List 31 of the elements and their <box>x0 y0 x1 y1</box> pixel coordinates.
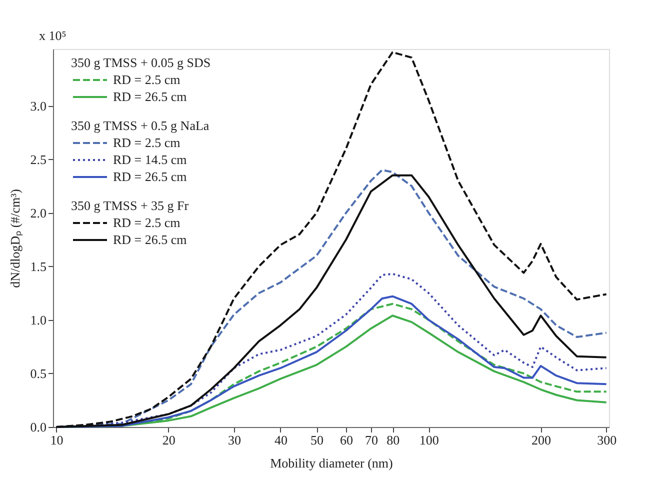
x-tick-label: 60 <box>340 432 354 448</box>
x-tick-label: 300 <box>597 432 617 448</box>
x-tick-label: 30 <box>228 432 241 448</box>
legend-label: RD = 2.5 cm <box>113 72 180 87</box>
y-tick-label: 1.0 <box>30 312 46 328</box>
x-tick-label: 20 <box>162 432 176 448</box>
y-tick-label: 1.5 <box>30 258 46 274</box>
annotation: 350 g TMSS + 0.05 g SDS <box>71 55 211 70</box>
x-axis-title: Mobility diameter (nm) <box>270 456 393 470</box>
x-tick-label: 40 <box>274 432 288 448</box>
legend-label: RD = 26.5 cm <box>113 232 187 247</box>
annotation: 350 g TMSS + 0.5 g NaLa <box>71 118 210 133</box>
annotation: 350 g TMSS + 35 g Fr <box>71 198 190 213</box>
x-tick-label: 200 <box>532 432 552 448</box>
legend-label: RD = 2.5 cm <box>113 135 180 150</box>
y-tick-label: 0.0 <box>30 420 46 434</box>
legend-label: RD = 26.5 cm <box>113 169 187 184</box>
y-tick-label: 0.5 <box>30 366 46 381</box>
legend-label: RD = 2.5 cm <box>113 215 180 230</box>
x-tick-label: 70 <box>364 432 378 448</box>
legend-label: RD = 14.5 cm <box>113 152 187 167</box>
x-tick-label: 80 <box>386 432 400 448</box>
x-tick-label: 50 <box>310 432 324 448</box>
y-tick-label: 3.0 <box>30 98 46 114</box>
x-tick-label: 100 <box>419 432 439 448</box>
y-axis-title: dN/dlogDₚ (#/cm³) <box>7 189 24 288</box>
legend-label: RD = 26.5 cm <box>113 89 187 104</box>
y-tick-label: 2.0 <box>30 205 46 220</box>
x-tick-label: 10 <box>50 432 64 448</box>
text: x 10⁵ <box>39 28 66 43</box>
y-tick-label: 2.5 <box>30 152 46 167</box>
